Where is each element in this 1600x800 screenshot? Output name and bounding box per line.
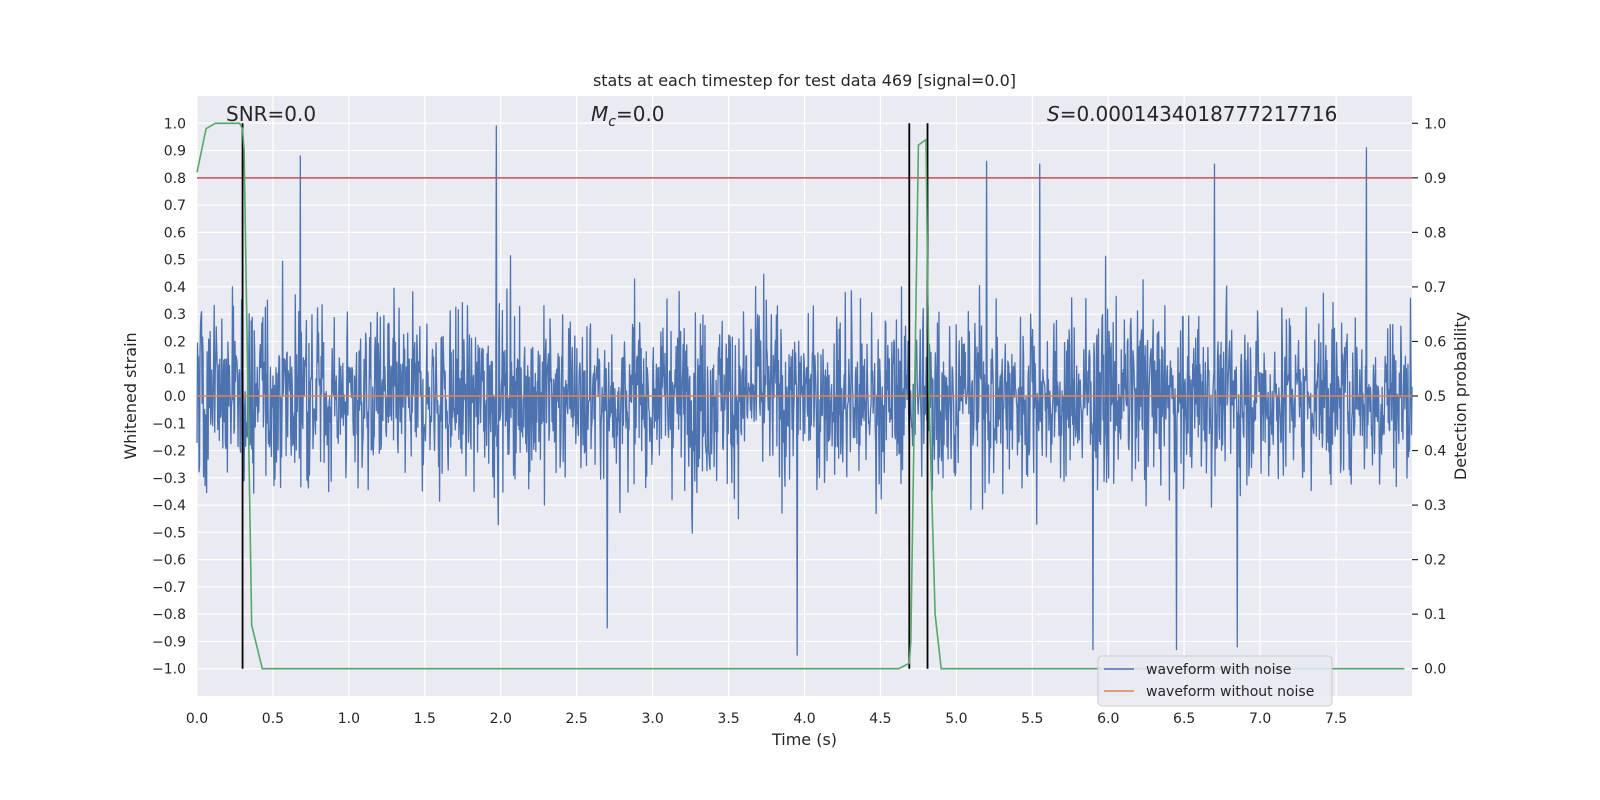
legend-box (1097, 655, 1333, 707)
mc-symbol: M (591, 102, 608, 126)
y2-tick-label: 0.3 (1424, 498, 1446, 514)
y-tick-label: 0.4 (164, 280, 186, 296)
y2-tick-label: 0.4 (1424, 444, 1446, 460)
x-tick-label: 5.0 (945, 711, 967, 727)
x-tick-label: 3.5 (717, 711, 739, 727)
y-tick-label: −0.5 (152, 525, 186, 541)
x-tick-label: 3.0 (641, 711, 663, 727)
mc-subscript: c (608, 114, 616, 130)
x-tick-label: 2.5 (566, 711, 588, 727)
y2-tick-label: 0.2 (1424, 553, 1446, 569)
y2-tick-label: 0.1 (1424, 607, 1446, 623)
y-axis-ticks: 1.0 0.9 0.8 0.7 0.6 0.5 0.4 0.3 0.2 0.1 0.0 −0.1 −0.… (152, 116, 186, 677)
y-tick-label: 0.9 (164, 144, 186, 160)
mc-value: =0.0 (616, 102, 665, 126)
y-tick-label: 1.0 (164, 116, 186, 132)
y-tick-label: −0.8 (152, 607, 186, 623)
x-tick-label: 5.5 (1021, 711, 1043, 727)
x-tick-label: 7.5 (1325, 711, 1347, 727)
x-tick-label: 1.0 (338, 711, 360, 727)
s-symbol: S (1047, 102, 1060, 126)
y-tick-label: −1.0 (152, 662, 186, 678)
s-annotation: S=0.0001434018777217716 (1047, 102, 1337, 126)
y-tick-label: 0.2 (164, 334, 186, 350)
y-tick-label: −0.1 (152, 416, 186, 432)
y2-tick-label: 0.5 (1424, 389, 1446, 405)
y-tick-label: 0.6 (164, 225, 186, 241)
overlay-lines (196, 122, 1412, 670)
y-tick-label: −0.7 (152, 580, 186, 596)
snr-annotation: SNR=0.0 (226, 102, 316, 126)
legend: waveform with noise waveform without noi… (1097, 655, 1333, 707)
x-axis-label: Time (s) (771, 730, 837, 749)
y2-tick-label: 0.7 (1424, 280, 1446, 296)
y2-tick-label: 0.9 (1424, 171, 1446, 187)
y2-tick-label: 0.8 (1424, 225, 1446, 241)
y2-tick-label: 0.6 (1424, 334, 1446, 350)
y2-tick-label: 0.0 (1424, 662, 1446, 678)
x-axis-ticks: 0.0 0.5 1.0 1.5 2.0 2.5 3.0 3.5 4.0 4.5 5.0 5.5 6.0 6… (186, 711, 1347, 727)
y-tick-label: 0.0 (164, 389, 186, 405)
s-value: =0.0001434018777217716 (1060, 102, 1338, 126)
y-tick-label: −0.6 (152, 553, 186, 569)
y-tick-label: 0.3 (164, 307, 186, 323)
legend-label-clean: waveform without noise (1146, 684, 1314, 700)
y-tick-label: −0.9 (152, 634, 186, 650)
x-tick-label: 0.0 (186, 711, 208, 727)
y-tick-label: 0.5 (164, 253, 186, 269)
y-tick-label: −0.2 (152, 444, 186, 460)
y-tick-label: 0.8 (164, 171, 186, 187)
x-tick-label: 2.0 (490, 711, 512, 727)
chart-title: stats at each timestep for test data 469… (593, 71, 1016, 90)
y2-axis-ticks: 1.0 0.9 0.8 0.7 0.6 0.5 0.4 0.3 0.2 0.1 0.0 (1412, 116, 1446, 678)
y-tick-label: 0.1 (164, 362, 186, 378)
x-tick-label: 1.5 (414, 711, 436, 727)
y2-axis-label: Detection probability (1451, 312, 1470, 480)
x-tick-label: 6.5 (1173, 711, 1195, 727)
legend-label-noise: waveform with noise (1146, 662, 1291, 678)
y2-tick-label: 1.0 (1424, 116, 1446, 132)
x-tick-label: 7.0 (1249, 711, 1271, 727)
mc-annotation: Mc=0.0 (591, 102, 665, 130)
x-tick-label: 6.0 (1097, 711, 1119, 727)
x-tick-label: 4.0 (793, 711, 815, 727)
noise-waveform-line (196, 125, 1413, 656)
y-tick-label: −0.4 (152, 498, 186, 514)
y-axis-label: Whitened strain (121, 332, 140, 459)
y-tick-label: 0.7 (164, 198, 186, 214)
detection-probability-line (196, 122, 1405, 670)
noise-waveform-series (196, 125, 1413, 656)
x-tick-label: 0.5 (262, 711, 284, 727)
y-tick-label: −0.3 (152, 471, 186, 487)
x-tick-label: 4.5 (869, 711, 891, 727)
